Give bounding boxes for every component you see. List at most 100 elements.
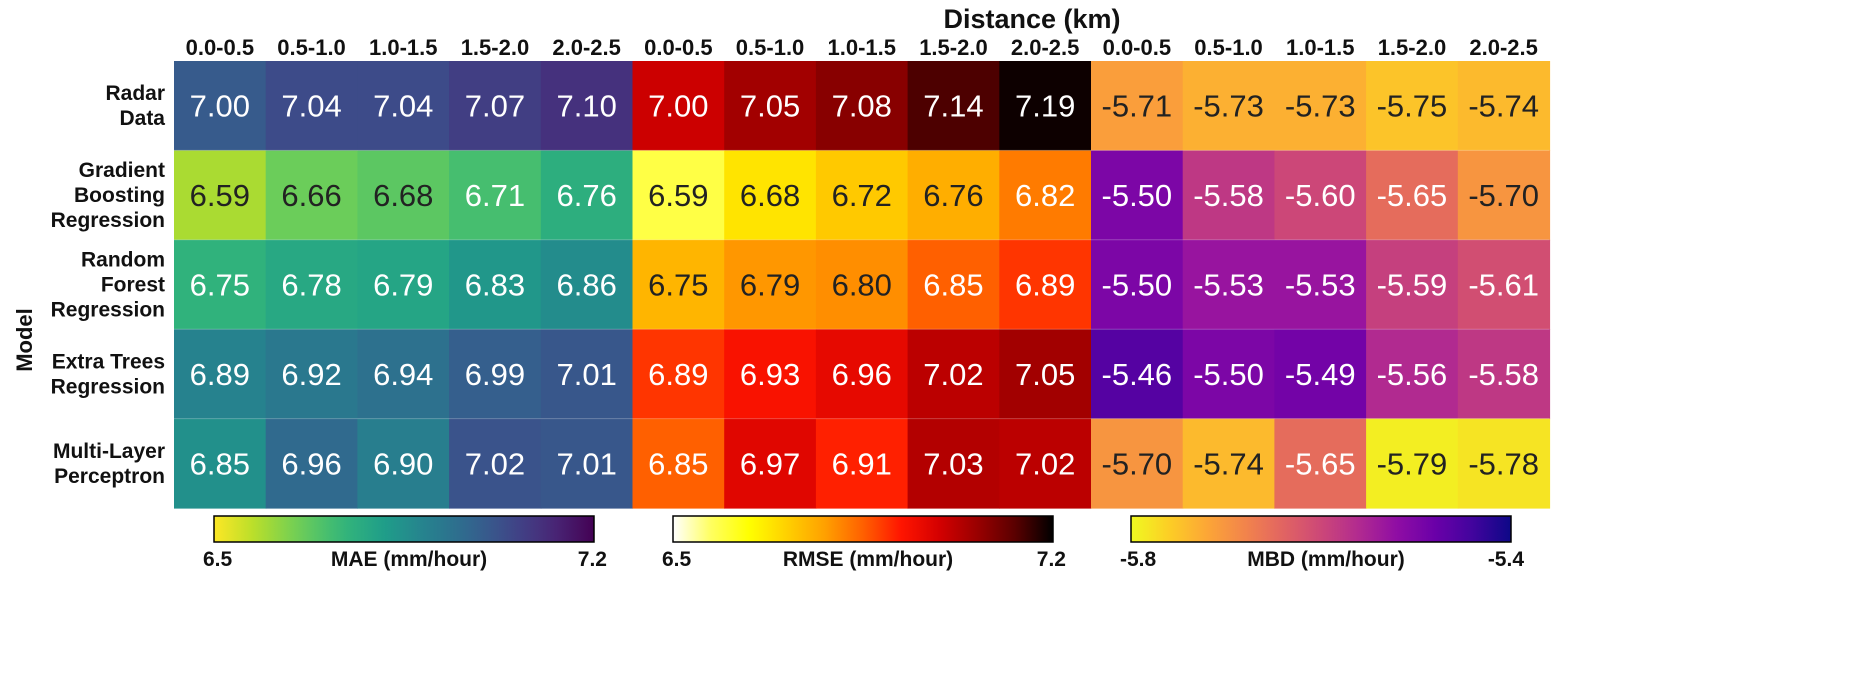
column-header-mbd-4: 1.5-2.0: [1378, 35, 1447, 60]
colorbar-mbd: [1130, 515, 1512, 543]
heatmap-cell: [265, 239, 358, 330]
heatmap-cell: [174, 239, 267, 330]
cell-value-label: -5.74: [1193, 446, 1264, 481]
heatmap-cell: [357, 329, 450, 420]
cell-value-label: -5.59: [1377, 268, 1448, 303]
cell-value-label: 6.92: [281, 357, 341, 392]
row-label-5: Multi-Layer Perceptron: [53, 440, 165, 488]
heatmap-cell: [724, 150, 817, 241]
cell-value-label: 6.72: [832, 178, 892, 213]
cell-value-label: 7.01: [556, 357, 616, 392]
cell-value-label: 7.03: [923, 446, 983, 481]
heatmap-cell: [999, 329, 1092, 420]
colorbar-metric-label: MBD (mm/hour): [1247, 548, 1404, 571]
heatmap-cell: [1182, 418, 1275, 509]
cell-value-label: -5.70: [1102, 446, 1173, 481]
heatmap-cell: [1182, 150, 1275, 241]
cell-value-label: -5.53: [1285, 268, 1356, 303]
heatmap-cell: [1182, 329, 1275, 420]
heatmap-cell: [1182, 61, 1275, 151]
heatmap-cell: [1457, 150, 1551, 241]
colorbar-mae: [213, 515, 595, 543]
cell-value-label: 7.14: [923, 89, 983, 124]
heatmap-cell: [449, 150, 542, 241]
row-label-3: Random Forest Regression: [51, 249, 165, 322]
colorbar-max-label: 7.2: [578, 548, 607, 571]
row-label-4: Extra Trees Regression: [51, 350, 165, 398]
cell-value-label: 6.79: [740, 268, 800, 303]
cell-value-label: -5.74: [1468, 89, 1539, 124]
cell-value-label: 7.04: [373, 89, 433, 124]
heatmap-cell: [999, 61, 1092, 151]
cell-value-label: 7.02: [923, 357, 983, 392]
column-header-mae-3: 1.0-1.5: [369, 35, 438, 60]
colorbar-max-label: -5.4: [1488, 548, 1525, 571]
cell-value-label: 6.79: [373, 268, 433, 303]
heatmap-cell: [357, 61, 450, 151]
heatmap-cell: [724, 61, 817, 151]
cell-value-label: 6.91: [832, 446, 892, 481]
cell-value-label: 7.00: [648, 89, 708, 124]
cell-value-label: 7.05: [1015, 357, 1075, 392]
cell-value-label: 7.05: [740, 89, 800, 124]
heatmap-cell: [265, 329, 358, 420]
cell-value-label: 7.04: [281, 89, 341, 124]
cell-value-label: 7.02: [1015, 446, 1075, 481]
cell-value-label: 6.89: [1015, 268, 1075, 303]
heatmap-cell: [1366, 418, 1459, 509]
cell-value-label: -5.50: [1102, 268, 1173, 303]
heatmap-cell: [1274, 61, 1367, 151]
cell-value-label: -5.65: [1285, 446, 1356, 481]
cell-value-label: -5.65: [1377, 178, 1448, 213]
cell-value-label: 6.85: [923, 268, 983, 303]
cell-value-label: -5.60: [1285, 178, 1356, 213]
cell-value-label: 6.97: [740, 446, 800, 481]
heatmap-cell: [1091, 239, 1184, 330]
cell-value-label: 7.08: [832, 89, 892, 124]
column-header-mae-4: 1.5-2.0: [461, 35, 530, 60]
cell-value-label: 7.19: [1015, 89, 1075, 124]
column-header-mae-5: 2.0-2.5: [552, 35, 621, 60]
cell-value-label: 6.94: [373, 357, 433, 392]
colorbar-min-label: -5.8: [1120, 548, 1157, 571]
column-header-rmse-2: 0.5-1.0: [736, 35, 805, 60]
heatmap-cell: [724, 329, 817, 420]
heatmap-cell: [1274, 150, 1367, 241]
heatmap-cell: [449, 61, 542, 151]
cell-value-label: 6.90: [373, 446, 433, 481]
cell-value-label: 6.75: [648, 268, 708, 303]
heatmap-cell: [540, 239, 634, 330]
heatmap-cell: [540, 61, 634, 151]
heatmap-cell: [1274, 329, 1367, 420]
cell-value-label: 6.93: [740, 357, 800, 392]
cell-value-label: 6.85: [190, 446, 250, 481]
cell-value-label: 6.83: [465, 268, 525, 303]
column-header-mbd-3: 1.0-1.5: [1286, 35, 1355, 60]
heatmap-cell: [724, 239, 817, 330]
column-header-mae-1: 0.0-0.5: [186, 35, 255, 60]
heatmap-cell: [999, 150, 1092, 241]
column-header-mbd-5: 2.0-2.5: [1469, 35, 1538, 60]
heatmap-cell: [999, 239, 1092, 330]
heatmap-cell: [999, 418, 1092, 509]
heatmap-cell: [1366, 150, 1459, 241]
cell-value-label: 6.85: [648, 446, 708, 481]
heatmap-cell: [449, 418, 542, 509]
cell-value-label: 6.76: [923, 178, 983, 213]
heatmap-cell: [449, 239, 542, 330]
cell-value-label: 6.76: [556, 178, 616, 213]
heatmap-cell: [907, 61, 1000, 151]
column-header-rmse-3: 1.0-1.5: [828, 35, 897, 60]
heatmap-cell: [1457, 239, 1551, 330]
heatmap-cell: [1457, 418, 1551, 509]
cell-value-label: -5.53: [1193, 268, 1264, 303]
cell-value-label: 7.07: [465, 89, 525, 124]
cell-value-label: -5.79: [1377, 446, 1448, 481]
heatmap-cell: [357, 150, 450, 241]
column-header-mbd-1: 0.0-0.5: [1103, 35, 1172, 60]
heatmap-cell: [724, 418, 817, 509]
cell-value-label: 6.59: [190, 178, 250, 213]
heatmap-cell: [265, 61, 358, 151]
column-header-rmse-4: 1.5-2.0: [919, 35, 988, 60]
